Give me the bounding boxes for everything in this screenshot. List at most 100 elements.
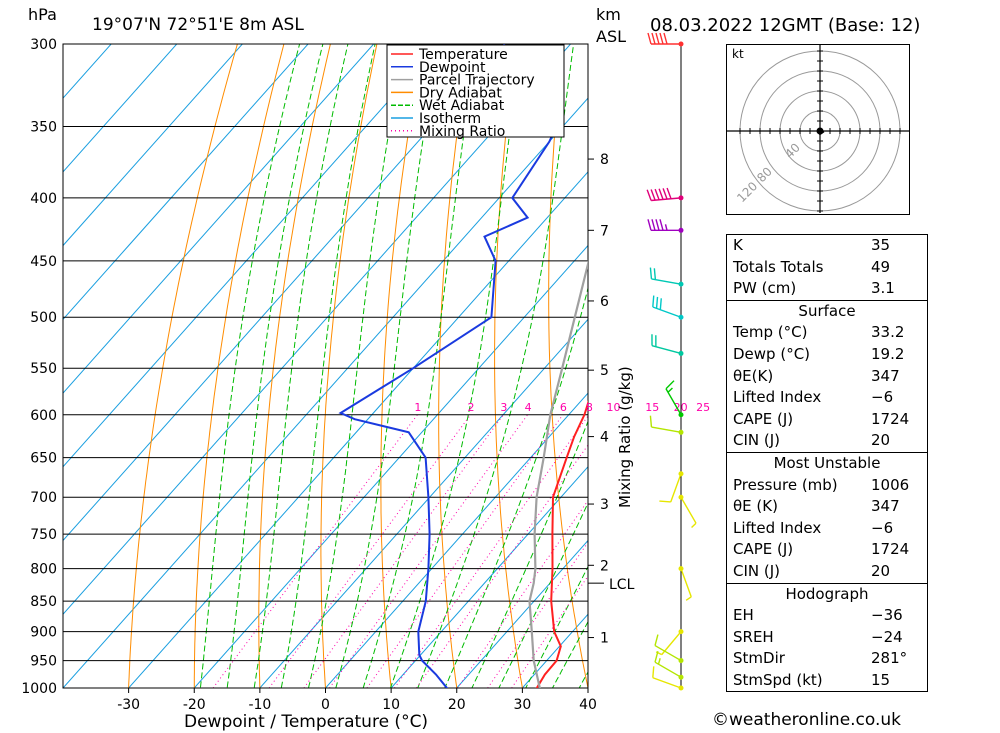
index-label: CIN (J) (733, 561, 781, 580)
height-tick-label: 7 (600, 223, 609, 239)
isotherm-line (63, 44, 506, 542)
wind-barb-flag (658, 188, 664, 200)
wind-barb-staff (680, 496, 697, 524)
index-value: 1724 (871, 409, 910, 428)
isotherm-line (193, 244, 588, 688)
index-label: Dewp (°C) (733, 344, 811, 363)
wet-adiabat-line (525, 565, 588, 688)
index-value: −36 (871, 606, 903, 625)
sounding-series (338, 44, 588, 688)
isotherm-line (63, 44, 244, 247)
pressure-tick-label: 300 (30, 37, 57, 53)
index-value: 1006 (871, 475, 910, 494)
index-label: Lifted Index (733, 388, 822, 407)
asl-label: ASL (596, 27, 626, 46)
index-label: StmSpd (kt) (733, 670, 823, 689)
indices-top-panel: K 35 Totals Totals 49 PW (cm) 3.1 (726, 234, 928, 300)
index-label: θE (K) (733, 497, 778, 516)
index-value: 20 (871, 561, 891, 580)
wind-barb-staff (670, 473, 682, 503)
wind-barb-flag (647, 219, 652, 231)
km-label: km (596, 5, 621, 24)
wind-barb-flag (646, 189, 652, 201)
mixing-ratio-line (457, 499, 588, 688)
mixing-ratio-label: 25 (696, 401, 710, 414)
wind-barb-flag (659, 298, 662, 310)
isotherm-line (259, 318, 588, 688)
wind-barb-half-flag (667, 387, 673, 393)
pressure-tick-label: 600 (30, 408, 57, 424)
mixing-ratio-line (303, 414, 504, 688)
pressure-tick-label: 850 (30, 594, 57, 610)
isotherm-line (63, 44, 112, 99)
mixing-ratio-label: 6 (560, 401, 567, 414)
axis-labels: 1234681015202530035040045050055060065070… (21, 37, 710, 713)
index-label: Totals Totals (733, 257, 824, 276)
wind-barb-staff (654, 661, 682, 678)
wind-barb-flag (655, 219, 660, 231)
index-row: CAPE (J) 1724 (727, 409, 927, 431)
index-row: Totals Totals 49 (727, 257, 927, 279)
wet-adiabat-line (280, 44, 376, 688)
wind-barb-flag (649, 267, 653, 279)
dry-adiabat-line (258, 44, 331, 688)
wet-adiabat-line (362, 44, 479, 688)
index-label: K (733, 236, 743, 254)
hodograph-storm-marker (816, 127, 824, 135)
index-row: θE (K) 347 (727, 496, 927, 518)
index-row: CIN (J) 20 (727, 430, 927, 452)
lcl-label: LCL (609, 577, 635, 593)
wind-barb-flag (647, 32, 652, 45)
index-value: 1724 (871, 540, 910, 559)
isotherm-line (63, 44, 375, 394)
height-tick-label: 1 (600, 631, 609, 647)
index-row: Temp (°C) 33.2 (727, 322, 927, 344)
location-label: 19°07'N 72°51'E 8m ASL (92, 15, 304, 35)
index-value: 347 (871, 497, 900, 516)
pressure-tick-label: 1000 (21, 681, 57, 697)
index-value: 20 (871, 431, 891, 450)
index-row: Lifted Index −6 (727, 387, 927, 409)
wind-barb-staff (654, 644, 682, 662)
series-dewpoint (338, 44, 558, 688)
index-label: CIN (J) (733, 431, 781, 450)
index-value: −24 (871, 627, 903, 646)
index-label: Temp (°C) (733, 323, 808, 342)
surface-panel: Surface Temp (°C) 33.2 Dewp (°C) 19.2 θE(K) 3… (726, 299, 928, 452)
index-value: 49 (871, 257, 891, 276)
mixing-ratio-label: 4 (525, 401, 532, 414)
wind-barb-column (646, 32, 697, 691)
index-label: CAPE (J) (733, 409, 794, 428)
pressure-tick-label: 950 (30, 654, 57, 670)
index-value: 15 (871, 670, 891, 689)
wind-barb-flag (649, 415, 653, 428)
isotherm-line (63, 44, 309, 321)
wind-barb-flag (654, 188, 660, 201)
index-row: θE(K) 347 (727, 366, 927, 388)
copyright-link[interactable]: ©weatheronline.co.uk (712, 710, 902, 730)
index-label: Lifted Index (733, 518, 822, 537)
mixing-ratio-label: 10 (607, 401, 621, 414)
wet-adiabat-line (444, 286, 588, 688)
x-tick-label: 40 (579, 697, 597, 713)
series-temperature (535, 399, 588, 688)
most-unstable-title: Most Unstable (773, 453, 881, 472)
pressure-tick-label: 350 (30, 119, 57, 135)
pressure-tick-label: 650 (30, 451, 57, 467)
index-row: Lifted Index −6 (727, 518, 927, 540)
pressure-tick-label: 400 (30, 191, 57, 207)
index-row: EH −36 (727, 605, 927, 627)
surface-title: Surface (798, 301, 856, 320)
index-value: 35 (871, 236, 891, 254)
index-row: Pressure (mb) 1006 (727, 475, 927, 497)
wind-barb-flag (663, 32, 668, 45)
series-parcel-trajectory (528, 259, 588, 688)
wind-barb-flag (653, 268, 657, 280)
index-label: Pressure (mb) (733, 475, 838, 494)
pressure-tick-label: 500 (30, 310, 57, 326)
pressure-unit-label: hPa (28, 5, 57, 24)
legend-entry: Dry Adiabat (419, 85, 502, 101)
